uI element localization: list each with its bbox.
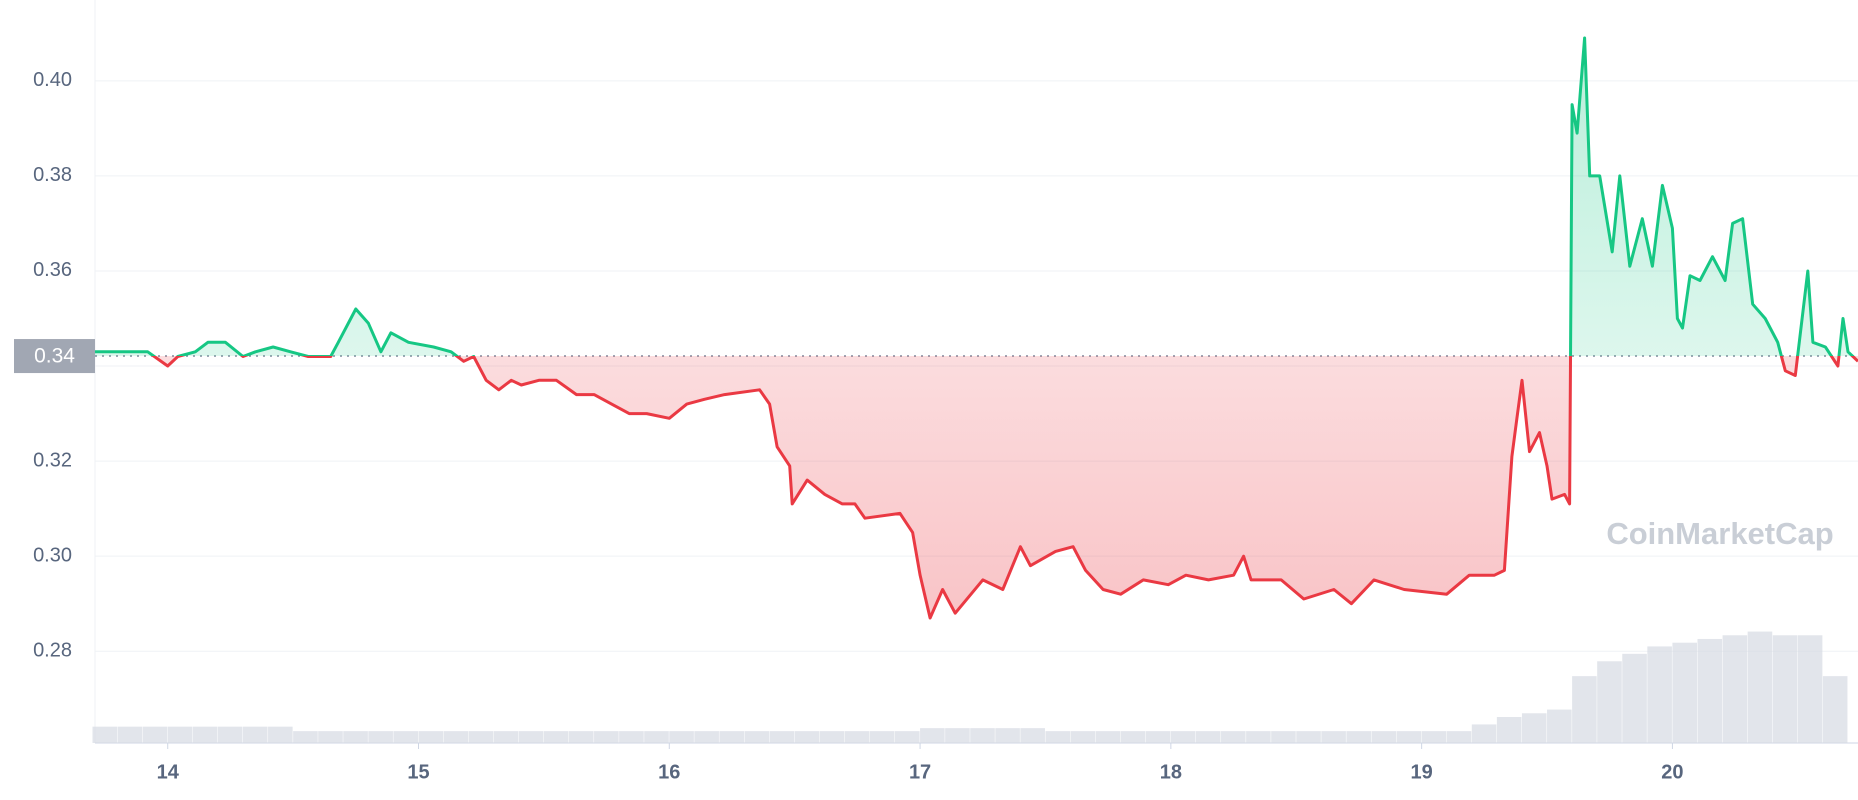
x-tick-label: 20 xyxy=(1661,761,1683,783)
volume-bar xyxy=(1195,731,1221,743)
volume-bar xyxy=(1120,731,1146,743)
x-tick-label: 15 xyxy=(407,761,429,783)
volume-bar xyxy=(318,731,343,743)
volume-bar xyxy=(1547,709,1572,743)
volume-bar xyxy=(1672,642,1697,743)
volume-bar xyxy=(1822,676,1848,743)
volume-bar xyxy=(594,731,619,743)
watermark: CoinMarketCap xyxy=(1606,516,1833,551)
volume-bar xyxy=(142,726,168,743)
x-tick-label: 14 xyxy=(157,761,180,783)
volume-bar xyxy=(1747,631,1773,743)
volume-bar xyxy=(945,728,970,743)
baseline-label-box xyxy=(14,339,95,374)
volume-bar xyxy=(1421,731,1447,743)
volume-bar xyxy=(368,731,393,743)
volume-bar xyxy=(1346,731,1371,743)
volume-bar xyxy=(694,731,719,743)
x-tick-label: 19 xyxy=(1411,761,1433,783)
volume-bar xyxy=(970,728,995,743)
y-tick-label: 0.28 xyxy=(33,640,72,662)
volume-bar xyxy=(117,726,143,743)
volume-bar xyxy=(1020,728,1045,743)
volume-bar xyxy=(1722,635,1748,743)
volume-bar xyxy=(1095,731,1121,743)
volume-bar xyxy=(769,731,795,743)
volume-bar xyxy=(568,731,594,743)
y-tick-label: 0.40 xyxy=(33,69,72,91)
volume-bar xyxy=(794,731,820,743)
volume-bar xyxy=(894,731,920,743)
volume-bar xyxy=(1572,676,1597,743)
volume-bar xyxy=(719,731,745,743)
volume-bar xyxy=(493,731,519,743)
volume-bar xyxy=(1396,731,1422,743)
volume-bar xyxy=(468,731,494,743)
volume-bar xyxy=(1296,731,1321,743)
volume-bar xyxy=(192,726,218,743)
volume-bar xyxy=(1145,731,1171,743)
volume-bar xyxy=(1321,731,1346,743)
x-tick-label: 16 xyxy=(658,761,680,783)
y-tick-label: 0.30 xyxy=(33,544,72,566)
volume-bar xyxy=(1070,731,1096,743)
volume-bar xyxy=(1246,731,1271,743)
price-line-below xyxy=(151,356,1858,620)
volume-bar xyxy=(1647,646,1672,743)
baseline-label: 0.34 xyxy=(34,345,75,368)
volume-bar xyxy=(1271,731,1296,743)
volume-bar xyxy=(242,726,268,743)
x-tick-label: 17 xyxy=(909,761,931,783)
volume-bar xyxy=(669,731,694,743)
volume-bar xyxy=(1772,635,1798,743)
volume-bar xyxy=(217,726,243,743)
volume-bar xyxy=(518,731,544,743)
volume-bar xyxy=(844,731,870,743)
volume-bar xyxy=(1797,635,1823,743)
volume-bar xyxy=(995,728,1020,743)
volume-bar xyxy=(1371,731,1397,743)
volume-bar xyxy=(393,731,419,743)
volume-bar xyxy=(1697,638,1723,743)
volume-bar xyxy=(1496,716,1522,743)
volume-bar xyxy=(1471,724,1497,743)
volume-bar xyxy=(1622,653,1647,743)
volume-bar xyxy=(293,731,318,743)
volume-bar xyxy=(819,731,845,743)
y-tick-label: 0.32 xyxy=(33,449,72,471)
area-above xyxy=(95,38,1853,357)
volume-bar xyxy=(443,731,469,743)
volume-bar xyxy=(543,731,569,743)
volume-bar xyxy=(343,731,368,743)
volume-bar xyxy=(268,726,293,743)
volume-bar xyxy=(869,731,895,743)
price-line-above xyxy=(95,36,1855,357)
y-tick-label: 0.38 xyxy=(33,164,72,186)
x-tick-label: 18 xyxy=(1160,761,1182,783)
volume-bar xyxy=(619,731,644,743)
volume-bar xyxy=(167,726,193,743)
volume-bar xyxy=(1221,731,1246,743)
volume-bar xyxy=(1446,731,1472,743)
area-below xyxy=(95,356,1858,618)
volume-bar xyxy=(1521,713,1547,743)
volume-bar xyxy=(1045,731,1071,743)
volume-bar xyxy=(1170,731,1196,743)
volume-bar xyxy=(744,731,770,743)
volume-bar xyxy=(92,726,118,743)
volume-bar xyxy=(920,728,945,743)
volume-bar xyxy=(418,731,444,743)
volume-bar xyxy=(644,731,669,743)
volume-bar xyxy=(1597,661,1622,743)
y-tick-label: 0.36 xyxy=(33,259,72,281)
